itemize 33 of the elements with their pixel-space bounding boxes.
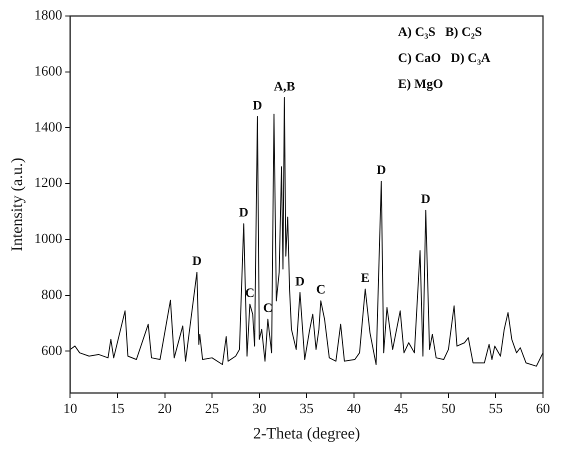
y-tick-label: 1000 (34, 232, 62, 248)
annotation: A,B (274, 78, 296, 94)
y-tick-label: 1800 (34, 8, 62, 24)
annotation: E) MgO (398, 76, 444, 91)
annotation: D (376, 162, 386, 178)
x-tick-label: 60 (536, 402, 550, 418)
x-tick-label: 40 (346, 402, 361, 418)
x-tick-label: 10 (63, 402, 78, 418)
x-tick-label: 50 (441, 402, 456, 418)
annotation: D (192, 253, 202, 268)
annotation: A) C₃S B) C₂S (398, 24, 482, 39)
y-tick-label: 1200 (34, 176, 62, 192)
annotation: D (252, 97, 262, 112)
annotation: E (360, 270, 370, 285)
x-tick-label: 35 (300, 402, 314, 418)
x-tick-label: 55 (488, 402, 503, 418)
y-tick-label: 800 (41, 288, 62, 303)
x-tick-label: 20 (158, 402, 172, 418)
annotation: C) CaO D) C₃A (398, 50, 491, 65)
annotation: D (421, 191, 430, 206)
annotation: D (295, 273, 305, 288)
y-tick-label: 1400 (34, 120, 62, 136)
annotation: C (263, 300, 273, 316)
y-tick-label: 600 (41, 344, 62, 359)
annotation: D (239, 204, 248, 220)
y-axis-title: Intensity (a.u.) (8, 158, 26, 252)
x-tick-label: 15 (110, 402, 124, 418)
y-tick-label: 1600 (34, 64, 62, 80)
x-axis-title: 2-Theta (degree) (253, 426, 360, 443)
x-tick-label: 30 (252, 402, 266, 418)
x-tick-label: 25 (205, 402, 220, 418)
annotation: C (316, 282, 326, 297)
x-tick-label: 45 (394, 402, 408, 418)
